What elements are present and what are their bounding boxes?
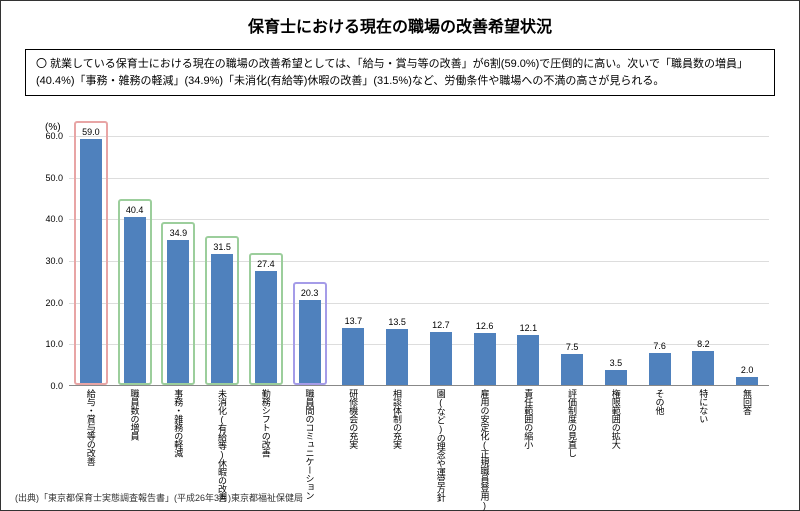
bar: 20.3 [299, 300, 321, 385]
category-label: その他 [654, 389, 664, 415]
bar-value-label: 12.1 [520, 323, 538, 333]
gridline [69, 219, 769, 220]
bar-value-label: 7.5 [566, 342, 579, 352]
bar: 27.4 [255, 271, 277, 385]
category-label: 未消化(有給等)休暇の改善 [216, 389, 226, 502]
bar: 31.5 [211, 254, 233, 385]
y-tick: 30.0 [45, 256, 63, 266]
category-label: 雇用の安定化(正規職員登用) [479, 389, 489, 510]
category-label: 特にない [697, 389, 707, 423]
bar: 7.5 [561, 354, 583, 385]
category-label: 相談体制の充実 [391, 389, 401, 449]
bar: 3.5 [605, 370, 627, 385]
bar-value-label: 34.9 [170, 228, 188, 238]
y-tick: 20.0 [45, 298, 63, 308]
bar: 13.7 [342, 328, 364, 385]
y-axis: 0.010.020.030.040.050.060.0 [31, 136, 69, 386]
y-tick: 40.0 [45, 214, 63, 224]
gridline [69, 136, 769, 137]
category-label: 事務・雑務の軽減 [172, 389, 182, 457]
bar-value-label: 13.5 [388, 317, 406, 327]
bar: 8.2 [692, 351, 714, 385]
bar-value-label: 12.7 [432, 320, 450, 330]
y-tick: 50.0 [45, 173, 63, 183]
category-label: 責任範囲の縮小 [522, 389, 532, 449]
y-tick: 10.0 [45, 339, 63, 349]
bar-value-label: 12.6 [476, 321, 494, 331]
bar-value-label: 59.0 [82, 127, 100, 137]
gridline [69, 178, 769, 179]
category-label: 評価制度の見直し [566, 389, 576, 457]
category-label: 無回答 [741, 389, 751, 415]
bar: 40.4 [124, 217, 146, 385]
y-tick: 60.0 [45, 131, 63, 141]
category-label: 園(など)の理念や運営方針 [435, 389, 445, 502]
bar: 13.5 [386, 329, 408, 385]
bar: 7.6 [649, 353, 671, 385]
bar: 12.7 [430, 332, 452, 385]
category-label: 職員間のコミュニケーション [304, 389, 314, 500]
category-label: 職員数の増員 [129, 389, 139, 440]
category-label: 権限範囲の拡大 [610, 389, 620, 449]
bar-value-label: 2.0 [741, 365, 754, 375]
bar: 59.0 [80, 139, 102, 385]
y-tick: 0.0 [50, 381, 63, 391]
bar-value-label: 31.5 [213, 242, 231, 252]
bar-value-label: 13.7 [345, 316, 363, 326]
category-label: 給与・賞与等の改善 [85, 389, 95, 466]
bar: 2.0 [736, 377, 758, 385]
description-box: 〇 就業している保育士における現在の職場の改善希望としては、「給与・賞与等の改善… [25, 49, 775, 96]
source-citation: (出典)「東京都保育士実態調査報告書」(平成26年3月)東京都福祉保健局 [15, 491, 303, 504]
bar: 12.1 [517, 335, 539, 385]
plot-area: 59.0 40.4 34.9 31.5 27.4 20.3 13.7 13.5 12.7 12.6… [69, 136, 769, 386]
bar-value-label: 40.4 [126, 205, 144, 215]
bar-value-label: 7.6 [653, 341, 666, 351]
category-label: 勤務シフトの改善 [260, 389, 270, 457]
bar-value-label: 27.4 [257, 259, 275, 269]
bar-chart: (%) 0.010.020.030.040.050.060.0 59.040.4… [31, 136, 771, 476]
bar: 12.6 [474, 333, 496, 386]
bar-value-label: 3.5 [610, 358, 623, 368]
bar-value-label: 8.2 [697, 339, 710, 349]
bar: 34.9 [167, 240, 189, 385]
page-title: 保育士における現在の職場の改善希望状況 [1, 1, 799, 45]
bar-value-label: 20.3 [301, 288, 319, 298]
category-label: 研修機会の充実 [347, 389, 357, 449]
